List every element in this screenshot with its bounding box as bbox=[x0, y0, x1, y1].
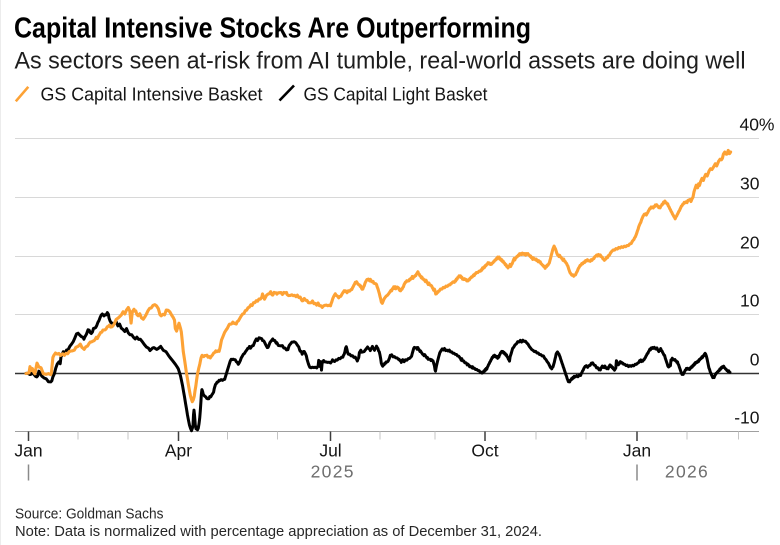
svg-text:As sectors seen at-risk from A: As sectors seen at-risk from AI tumble, … bbox=[15, 48, 746, 75]
svg-text:Oct: Oct bbox=[471, 441, 498, 461]
svg-text:20: 20 bbox=[740, 233, 760, 253]
svg-text:Jan: Jan bbox=[623, 441, 651, 461]
svg-text:Note: Data is normalized with: Note: Data is normalized with percentage… bbox=[15, 523, 542, 540]
svg-text:10: 10 bbox=[740, 291, 760, 311]
svg-text:0: 0 bbox=[750, 350, 760, 370]
svg-text:40%: 40% bbox=[739, 115, 774, 135]
svg-text:Apr: Apr bbox=[165, 441, 192, 461]
svg-text:Jan: Jan bbox=[14, 441, 42, 461]
svg-text:30: 30 bbox=[740, 174, 760, 194]
svg-text:-10: -10 bbox=[734, 408, 760, 428]
svg-text:2026: 2026 bbox=[665, 462, 709, 482]
svg-text:Jul: Jul bbox=[319, 441, 341, 461]
svg-text:GS Capital Intensive Basket: GS Capital Intensive Basket bbox=[41, 84, 263, 104]
svg-text:2025: 2025 bbox=[311, 462, 355, 482]
svg-text:Source: Goldman Sachs: Source: Goldman Sachs bbox=[15, 505, 164, 522]
svg-text:GS Capital Light Basket: GS Capital Light Basket bbox=[304, 84, 488, 104]
svg-text:Capital Intensive Stocks Are O: Capital Intensive Stocks Are Outperformi… bbox=[14, 12, 531, 44]
